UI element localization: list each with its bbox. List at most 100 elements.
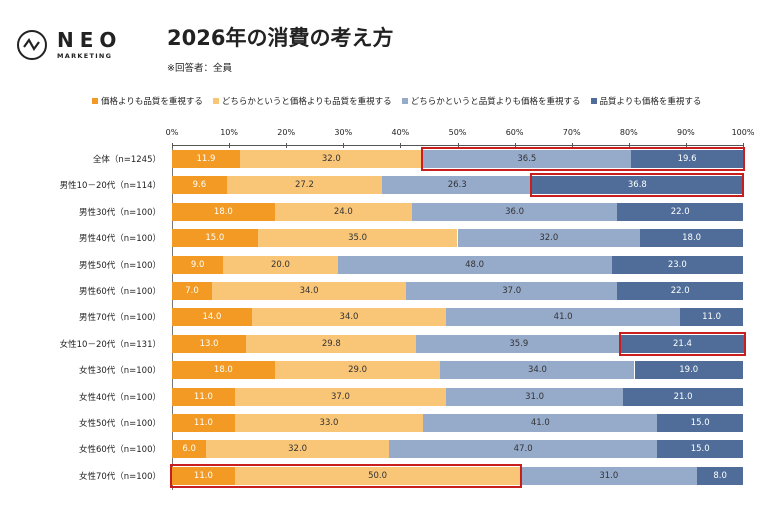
row-label: 全体（n=1245） bbox=[92, 155, 161, 165]
bar-segment: 37.0 bbox=[234, 387, 447, 406]
x-tick-mark bbox=[229, 143, 231, 148]
row-label: 男性30代（n=100） bbox=[78, 207, 161, 218]
bar-segment: 19.6 bbox=[631, 150, 743, 168]
x-tick-mark bbox=[514, 143, 516, 148]
respondent-note: ※回答者：全員 bbox=[167, 63, 232, 74]
bar-segment: 29.0 bbox=[274, 361, 441, 380]
row-label: 男性60代（n=100） bbox=[78, 287, 161, 297]
bar-segment: 22.0 bbox=[617, 282, 743, 300]
x-tick-label: 10% bbox=[220, 128, 238, 137]
legend-label: 品質よりも価格を重視する bbox=[599, 97, 702, 107]
x-tick-label: 50% bbox=[448, 128, 467, 137]
legend-swatch bbox=[92, 98, 98, 104]
bar-segment: 47.0 bbox=[388, 440, 658, 459]
legend-label: 価格よりも品質を重視する bbox=[101, 97, 203, 107]
bar-segment: 23.0 bbox=[611, 255, 743, 274]
row-label: 女性50代（n=100） bbox=[78, 419, 161, 429]
bar-segment: 35.9 bbox=[416, 334, 622, 353]
bar-segment: 9.0 bbox=[172, 255, 224, 274]
logo-wave-icon bbox=[17, 30, 47, 60]
bar-segment: 19.0 bbox=[634, 361, 743, 380]
bar-segment: 33.0 bbox=[234, 414, 424, 432]
bar-segment: 37.0 bbox=[406, 282, 618, 300]
bar-segment: 18.0 bbox=[172, 202, 275, 221]
bar-segment: 11.9 bbox=[172, 150, 240, 168]
bar-segment: 41.0 bbox=[446, 308, 681, 327]
legend-label: どちらかというと価格よりも品質を重視する bbox=[221, 97, 392, 107]
row-label: 男性50代（n=100） bbox=[78, 260, 161, 271]
bar-segment: 8.0 bbox=[697, 466, 743, 485]
x-tick-mark bbox=[571, 143, 573, 148]
legend-label: どちらかというと品質よりも価格を重視する bbox=[410, 97, 581, 107]
x-tick-label: 90% bbox=[677, 128, 695, 137]
highlight-box bbox=[530, 173, 745, 198]
x-tick-mark bbox=[743, 143, 744, 148]
bar-segment: 34.0 bbox=[440, 361, 635, 380]
bar-segment: 32.0 bbox=[239, 150, 423, 168]
legend-item: 品質よりも価格を重視する bbox=[590, 95, 702, 107]
bar-segment: 34.0 bbox=[251, 308, 447, 327]
x-tick-label: 60% bbox=[505, 128, 524, 137]
bar-segment: 13.0 bbox=[172, 334, 247, 353]
bar-segment: 11.0 bbox=[680, 308, 743, 327]
bar-segment: 14.0 bbox=[172, 308, 252, 327]
bar-segment: 9.6 bbox=[172, 176, 227, 195]
bar-segment: 34.0 bbox=[211, 282, 407, 300]
highlight-box bbox=[170, 463, 523, 488]
row-label: 女性10－20代（n=131） bbox=[59, 339, 161, 350]
x-tick-mark bbox=[685, 143, 687, 148]
bar-segment: 29.8 bbox=[246, 334, 417, 353]
bar-segment: 26.3 bbox=[382, 176, 533, 195]
bar-segment: 32.0 bbox=[206, 440, 389, 459]
x-tick-mark bbox=[400, 143, 402, 148]
x-tick-label: 80% bbox=[619, 128, 638, 137]
page-title: 2026年の消費の考え方 bbox=[167, 26, 394, 50]
row-label: 女性30代（n=100） bbox=[78, 366, 161, 377]
highlight-box bbox=[420, 147, 745, 171]
highlight-box bbox=[619, 331, 746, 356]
x-tick-label: 100% bbox=[731, 128, 755, 137]
row-label: 女性70代（n=100） bbox=[78, 471, 161, 482]
x-tick-label: 0% bbox=[165, 128, 179, 137]
bar-segment: 41.0 bbox=[423, 414, 658, 432]
x-tick-mark bbox=[343, 143, 345, 148]
bar-segment: 15.0 bbox=[172, 229, 258, 248]
bar-segment: 11.0 bbox=[172, 466, 235, 485]
bar-segment: 35.0 bbox=[257, 229, 458, 248]
neo-marketing-logo: NEO MARKETING bbox=[17, 28, 127, 66]
x-tick-label: 40% bbox=[391, 128, 410, 137]
row-label: 男性40代（n=100） bbox=[78, 234, 161, 245]
bar-segment: 15.0 bbox=[657, 414, 743, 432]
bar-segment: 27.2 bbox=[226, 176, 383, 195]
legend-swatch bbox=[590, 98, 597, 104]
x-tick-label: 70% bbox=[562, 128, 581, 137]
x-tick-mark bbox=[172, 143, 173, 148]
bar-segment: 36.5 bbox=[422, 150, 632, 168]
row-label: 男性10－20代（n=114） bbox=[59, 181, 161, 192]
bar-segment: 11.0 bbox=[172, 414, 235, 432]
legend-swatch bbox=[401, 98, 408, 104]
logo-text: NEO bbox=[57, 28, 123, 52]
bar-segment: 18.0 bbox=[640, 229, 743, 248]
row-label: 女性40代（n=100） bbox=[78, 392, 161, 403]
bar-segment: 7.0 bbox=[172, 282, 212, 300]
bar-segment: 31.0 bbox=[446, 387, 624, 406]
x-tick-mark bbox=[286, 143, 288, 148]
bar-segment: 6.0 bbox=[172, 440, 207, 459]
row-label: 男性70代（n=100） bbox=[78, 313, 161, 324]
bar-segment: 24.0 bbox=[274, 202, 412, 221]
bar-segment: 21.0 bbox=[623, 387, 743, 406]
x-tick-label: 20% bbox=[277, 128, 296, 137]
bar-segment: 31.0 bbox=[520, 466, 698, 485]
legend-item: どちらかというと価格よりも品質を重視する bbox=[212, 95, 392, 107]
bar-segment: 48.0 bbox=[337, 255, 612, 274]
legend-item: どちらかというと品質よりも価格を重視する bbox=[401, 95, 581, 107]
bar-segment: 36.0 bbox=[411, 202, 618, 221]
bar-segment: 36.8 bbox=[532, 176, 743, 195]
logo-subtext: MARKETING bbox=[57, 52, 113, 60]
bar-segment: 11.0 bbox=[172, 387, 235, 406]
bar-segment: 20.0 bbox=[223, 255, 338, 274]
legend-swatch bbox=[212, 98, 219, 104]
chart-legend: 価格よりも品質を重視する どちらかというと価格よりも品質を重視する どちらかというと… bbox=[92, 95, 701, 107]
legend-item: 価格よりも品質を重視する bbox=[92, 95, 203, 107]
